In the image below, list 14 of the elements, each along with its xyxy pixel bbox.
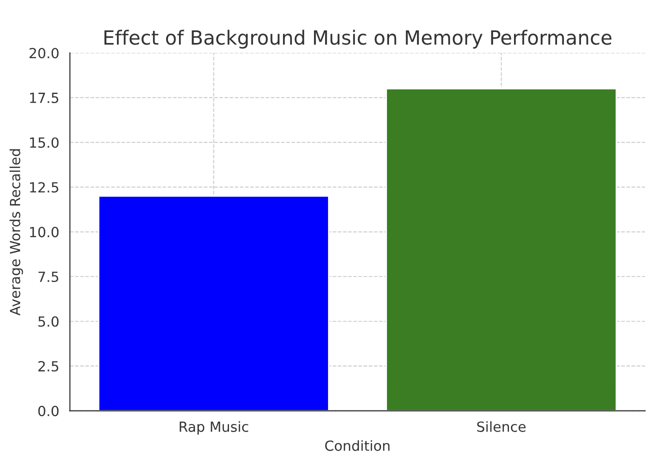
y-tick-label: 10.0	[30, 226, 59, 238]
y-tick-label: 12.5	[30, 182, 58, 193]
y-tick-label: 20.0	[30, 48, 59, 58]
x-tick-label: Silence	[477, 421, 526, 432]
y-axis-title: Average Words Recalled	[10, 149, 23, 316]
y-tick-label: 5.0	[38, 316, 59, 327]
y-tick-label: 0.0	[38, 406, 59, 416]
y-tick-label: 17.5	[30, 92, 58, 104]
x-axis-title: Condition	[325, 440, 390, 451]
chart-title: Effect of Background Music on Memory Performance	[104, 30, 612, 49]
y-tick-label: 7.5	[38, 272, 58, 282]
y-tick-label: 2.5	[38, 361, 58, 372]
x-tick-label: Rap Music	[180, 421, 248, 435]
y-tick-label: 15.0	[30, 137, 59, 148]
